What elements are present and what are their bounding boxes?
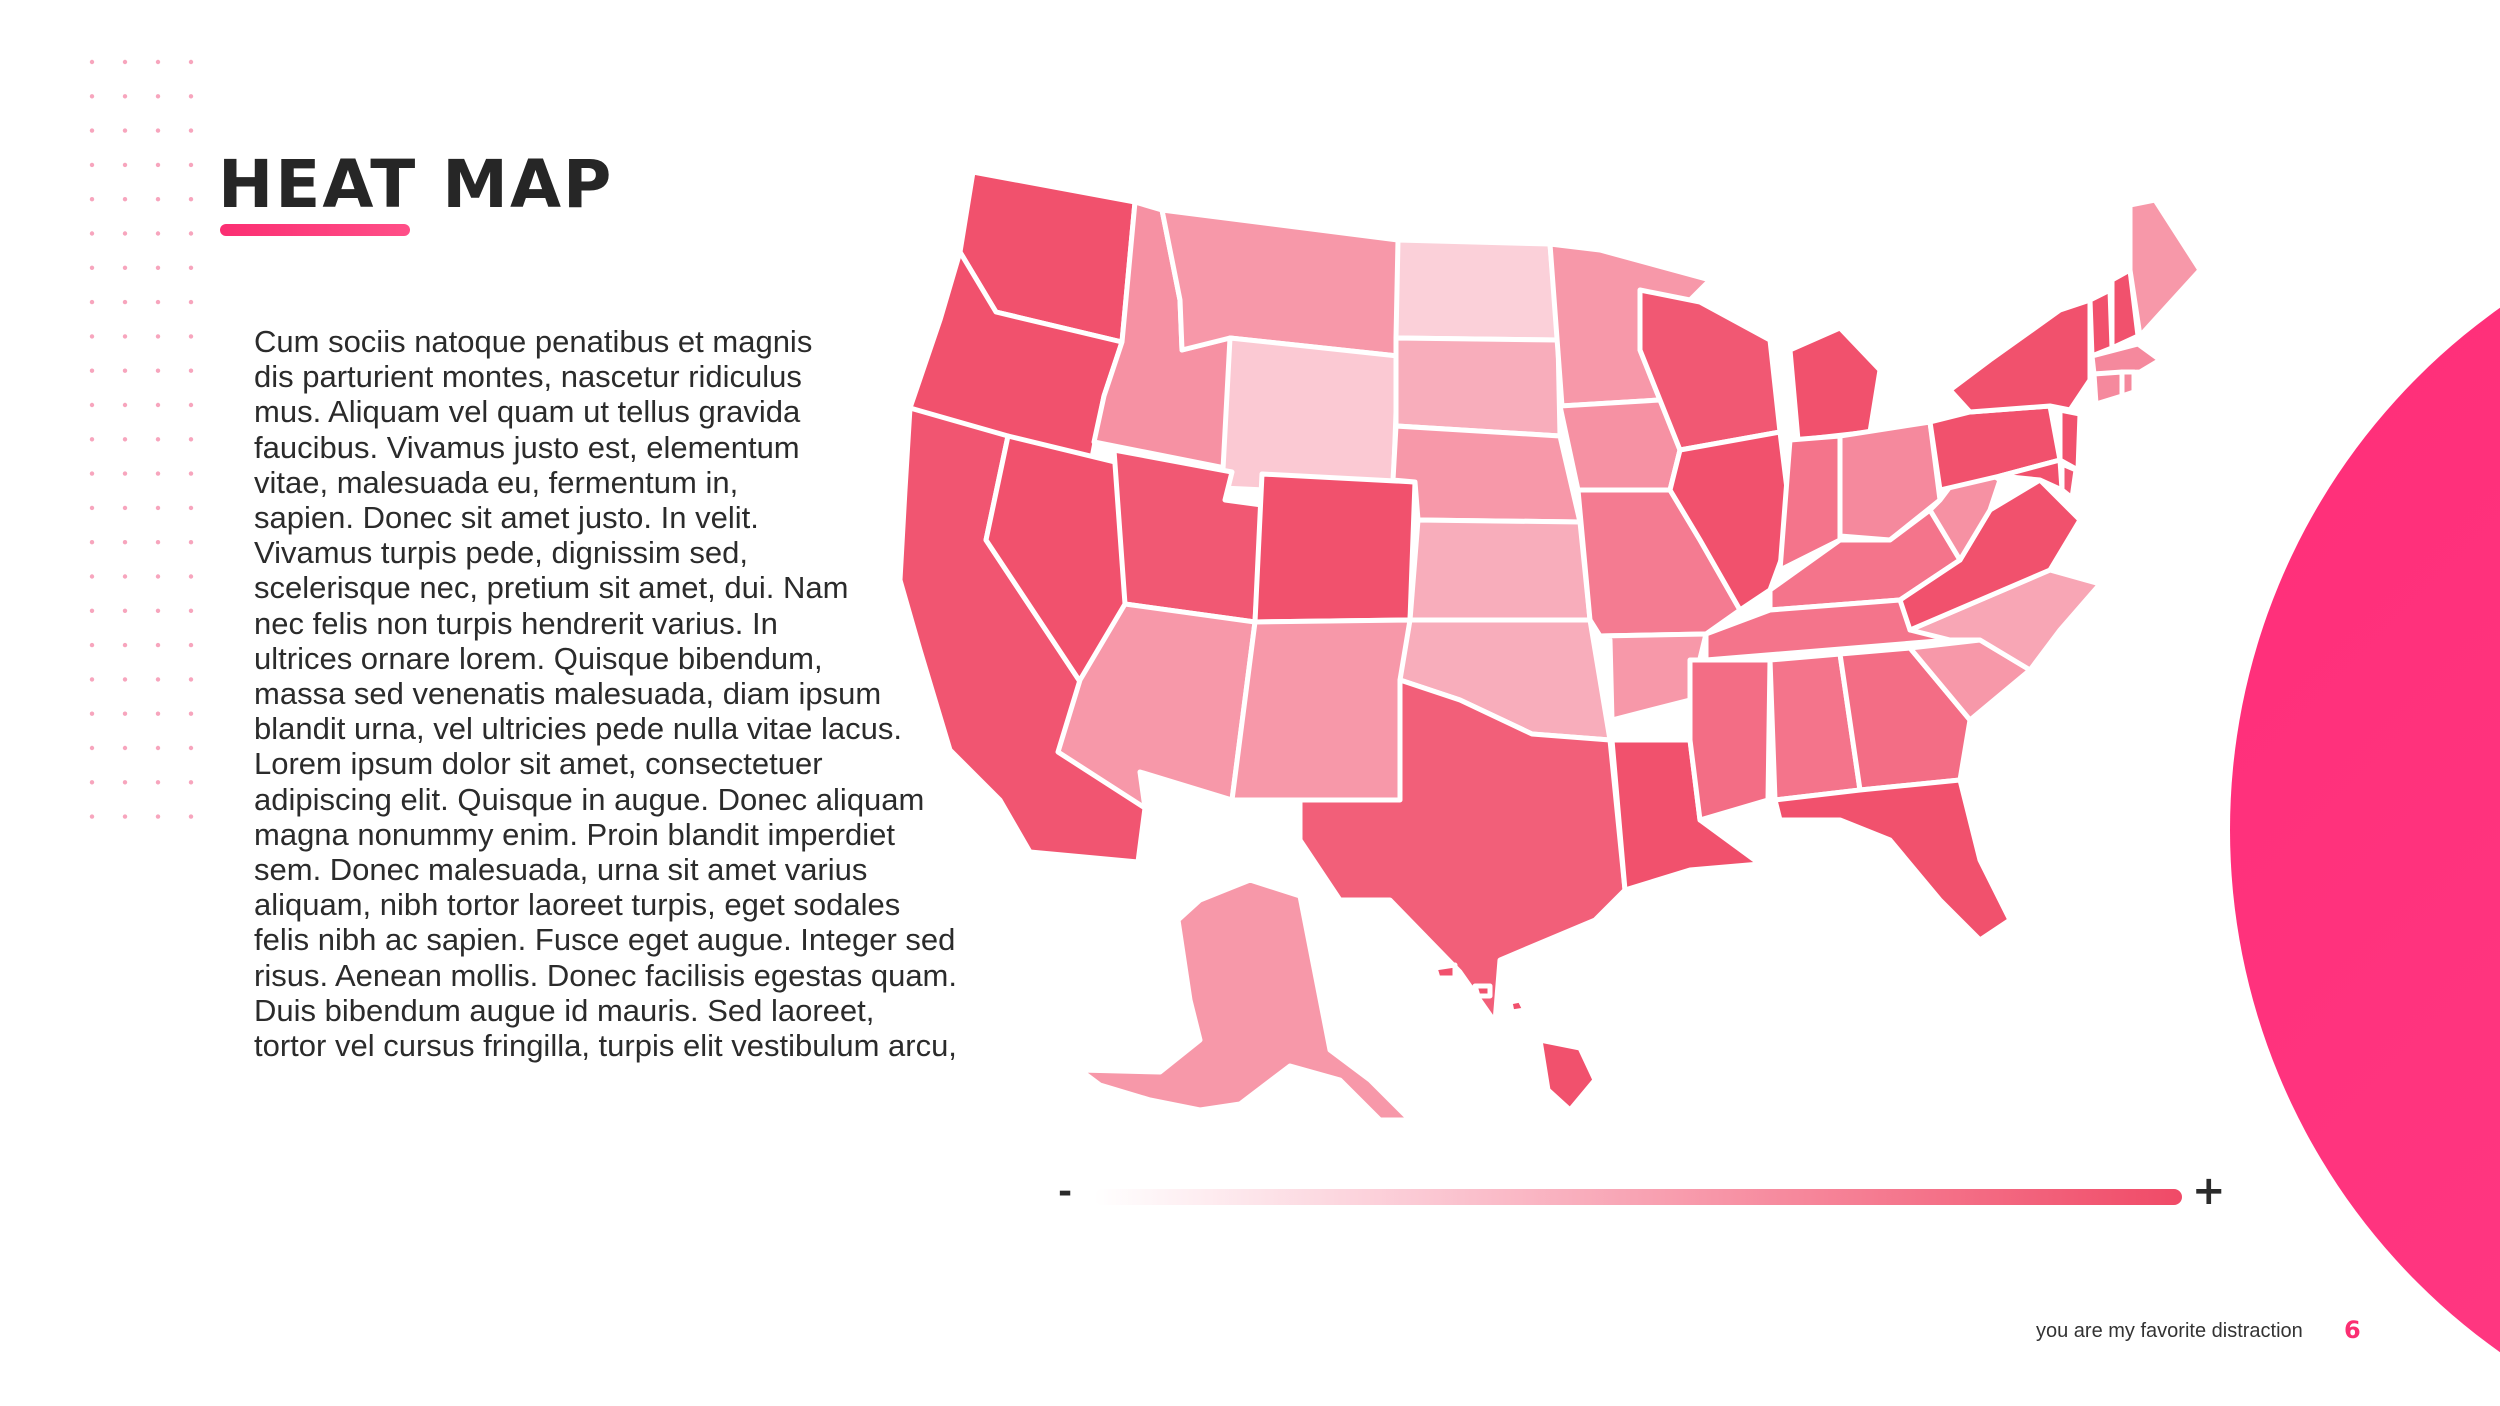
legend-low-label: - (1058, 1172, 1073, 1212)
state-wv (1927, 457, 2003, 563)
state-wy (1219, 335, 1401, 499)
state-ms (1687, 657, 1773, 823)
state-ma (2089, 341, 2163, 377)
body-paragraph: Cum sociis natoque penatibus et magnis d… (254, 324, 957, 1064)
state-hi (1432, 962, 1598, 1113)
page-title: HEAT MAP (218, 146, 614, 223)
state-sd (1393, 335, 1563, 439)
state-me (2127, 197, 2203, 339)
state-ia (1557, 397, 1683, 493)
state-mi (1787, 325, 1883, 443)
state-il (1667, 429, 1795, 613)
state-nd (1393, 237, 1561, 343)
state-ct (2091, 369, 2125, 407)
state-nc (1907, 567, 2103, 673)
state-nj (2057, 407, 2083, 473)
state-vt (2087, 287, 2115, 359)
us-heat-map (900, 169, 2203, 1123)
state-ak (1077, 877, 1413, 1123)
state-mt (1159, 207, 1401, 359)
state-md (1997, 457, 2065, 493)
state-tx (1297, 677, 1628, 1025)
title-underline (220, 224, 410, 236)
state-ri (2119, 369, 2137, 399)
decorative-dot-grid (89, 59, 194, 819)
state-ks (1407, 517, 1593, 623)
state-nm (1229, 617, 1413, 803)
state-ny (1947, 297, 2093, 415)
state-ne (1390, 423, 1583, 525)
footer-tagline: you are my favorite distraction (2036, 1320, 2303, 1342)
state-fl (1772, 777, 2013, 943)
state-co (1252, 471, 1418, 625)
state-ar (1597, 631, 1709, 723)
legend-gradient-bar (1094, 1189, 2182, 1205)
state-de (2059, 461, 2079, 501)
legend-high-label: + (2192, 1168, 2226, 1214)
page-number: 6 (2344, 1316, 2361, 1344)
